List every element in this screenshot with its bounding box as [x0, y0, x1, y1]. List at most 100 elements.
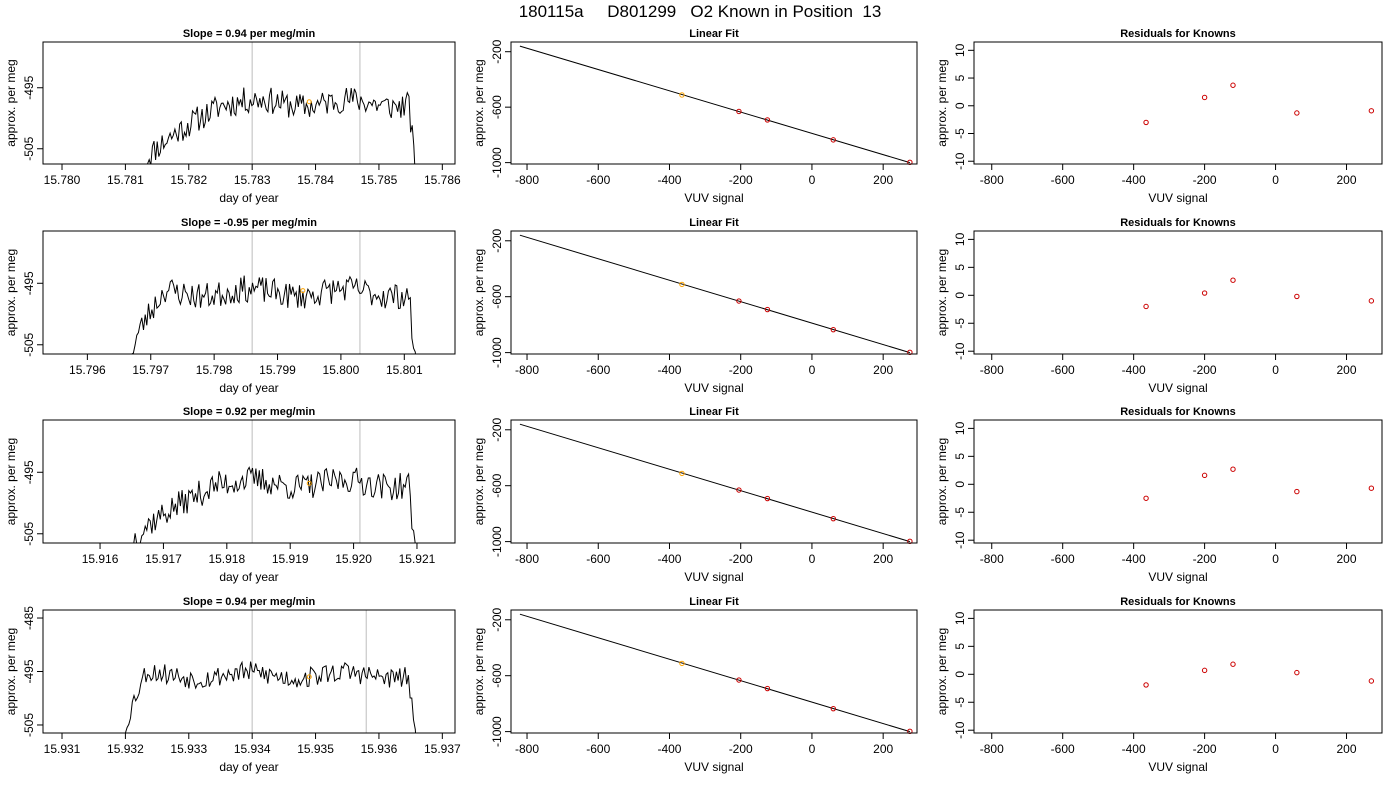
data-point: [736, 487, 742, 493]
x-tick-label: 200: [1337, 173, 1357, 187]
y-tick-label: -600: [490, 95, 504, 119]
y-tick-label: -5: [953, 507, 967, 518]
x-tick-label: -200: [1193, 552, 1217, 566]
plot-frame: [42, 41, 456, 165]
plot-frame: [973, 419, 1383, 544]
data-point: [830, 705, 837, 712]
y-tick-label: -200: [490, 417, 504, 441]
data-point: [1201, 667, 1208, 674]
y-axis-label: approx. per meg: [4, 628, 18, 715]
x-tick-label: 200: [873, 363, 893, 377]
data-point: [1201, 472, 1208, 479]
x-axis-label: day of year: [219, 570, 278, 584]
x-tick-label: -800: [980, 363, 1004, 377]
y-tick-label: 0: [953, 102, 967, 109]
x-tick-label: 0: [1272, 552, 1279, 566]
y-tick-label: -485: [22, 606, 36, 630]
panel-residuals-row-3: Residuals for Knowns -800 -600 -400 -200 0 200…: [935, 406, 1383, 584]
data-point: [1368, 485, 1375, 491]
y-tick-label: -5: [953, 697, 967, 708]
y-axis-label: approx. per meg: [472, 59, 486, 146]
panel-timeseries-row-3: Slope = 0.92 per meg/min 15.916 15.917 15.9…: [4, 406, 456, 584]
x-tick-label: 15.799: [259, 363, 296, 377]
panel-title: Linear Fit: [689, 217, 739, 229]
x-tick-label: 15.783: [234, 173, 271, 187]
x-tick-label: 15.933: [170, 742, 207, 756]
day-trace-line: [131, 275, 416, 354]
data-point: [830, 515, 837, 522]
x-tick-label: -800: [980, 173, 1004, 187]
x-axis-label: VUV signal: [684, 381, 743, 395]
x-tick-label: -600: [1051, 173, 1075, 187]
y-axis-label: approx. per meg: [472, 628, 486, 715]
window-mean-point: [300, 288, 306, 294]
plot-frame: [42, 609, 456, 734]
figure-title: 180115a D801299 O2 Known in Position 13: [518, 2, 882, 21]
x-tick-label: -200: [729, 742, 753, 756]
plot-frame: [973, 41, 1383, 165]
x-axis-label: day of year: [219, 381, 278, 395]
x-tick-label: -800: [515, 173, 539, 187]
x-tick-label: 15.921: [399, 552, 436, 566]
x-axis-label: day of year: [219, 760, 278, 774]
data-point: [1201, 94, 1208, 101]
x-tick-label: 0: [809, 742, 816, 756]
x-tick-label: 15.780: [44, 173, 81, 187]
y-tick-label: -200: [490, 39, 504, 63]
x-tick-label: 15.918: [208, 552, 245, 566]
plot-frame: [510, 41, 918, 165]
x-tick-label: 15.785: [361, 173, 398, 187]
y-tick-label: -10: [953, 152, 967, 170]
x-tick-label: 0: [1272, 742, 1279, 756]
x-tick-label: 15.796: [69, 363, 106, 377]
x-tick-label: -400: [1122, 552, 1146, 566]
x-axis-label: VUV signal: [1148, 760, 1207, 774]
y-axis-label: approx. per meg: [472, 249, 486, 336]
panel-residuals-row-1: Residuals for Knowns -800 -600 -400 -200 0 200…: [935, 28, 1383, 205]
data-point: [1143, 303, 1149, 310]
y-tick-label: -10: [953, 721, 967, 739]
x-tick-label: 15.781: [107, 173, 144, 187]
data-point: [1230, 661, 1236, 667]
x-tick-label: 200: [873, 742, 893, 756]
x-tick-label: -600: [586, 552, 610, 566]
data-point: [830, 137, 837, 143]
y-tick-label: -505: [22, 713, 36, 737]
panel-title: Residuals for Knowns: [1120, 596, 1236, 608]
x-tick-label: 15.916: [82, 552, 119, 566]
plot-frame: [42, 230, 456, 355]
y-tick-label: -5: [953, 128, 967, 139]
data-point: [736, 677, 742, 683]
x-tick-label: -800: [980, 552, 1004, 566]
x-axis-label: VUV signal: [1148, 191, 1207, 205]
data-point: [1368, 298, 1375, 304]
panel-fit-row-3: Linear Fit -800 -600 -400 -200 0 200 VUV signal…: [472, 406, 918, 584]
data-point: [1143, 495, 1149, 501]
x-tick-label: -200: [1193, 173, 1217, 187]
x-tick-label: 15.932: [107, 742, 144, 756]
x-tick-label: -400: [657, 363, 681, 377]
y-tick-label: 10: [953, 421, 967, 435]
x-tick-label: -600: [586, 742, 610, 756]
x-axis-label: VUV signal: [684, 570, 743, 584]
data-point: [1230, 82, 1236, 88]
y-tick-label: -505: [22, 521, 36, 545]
x-axis-label: VUV signal: [684, 760, 743, 774]
data-point: [764, 117, 771, 123]
x-tick-label: 200: [1337, 552, 1357, 566]
y-tick-label: 10: [953, 43, 967, 57]
panel-title: Slope = 0.92 per meg/min: [183, 406, 316, 418]
y-tick-label: -505: [22, 136, 36, 160]
panel-title: Residuals for Knowns: [1120, 217, 1236, 229]
x-tick-label: 15.935: [297, 742, 334, 756]
data-point: [1294, 110, 1300, 116]
x-tick-label: 0: [1272, 173, 1279, 187]
window-mean-point: [306, 99, 312, 105]
x-tick-label: 200: [1337, 742, 1357, 756]
y-tick-label: 0: [953, 671, 967, 678]
data-point: [907, 538, 913, 545]
panel-timeseries-row-4: Slope = 0.94 per meg/min 15.931 15.932 15.9…: [4, 596, 461, 774]
x-axis-label: day of year: [219, 191, 278, 205]
fit-line: [519, 613, 911, 733]
y-axis-label: approx. per meg: [4, 438, 18, 525]
